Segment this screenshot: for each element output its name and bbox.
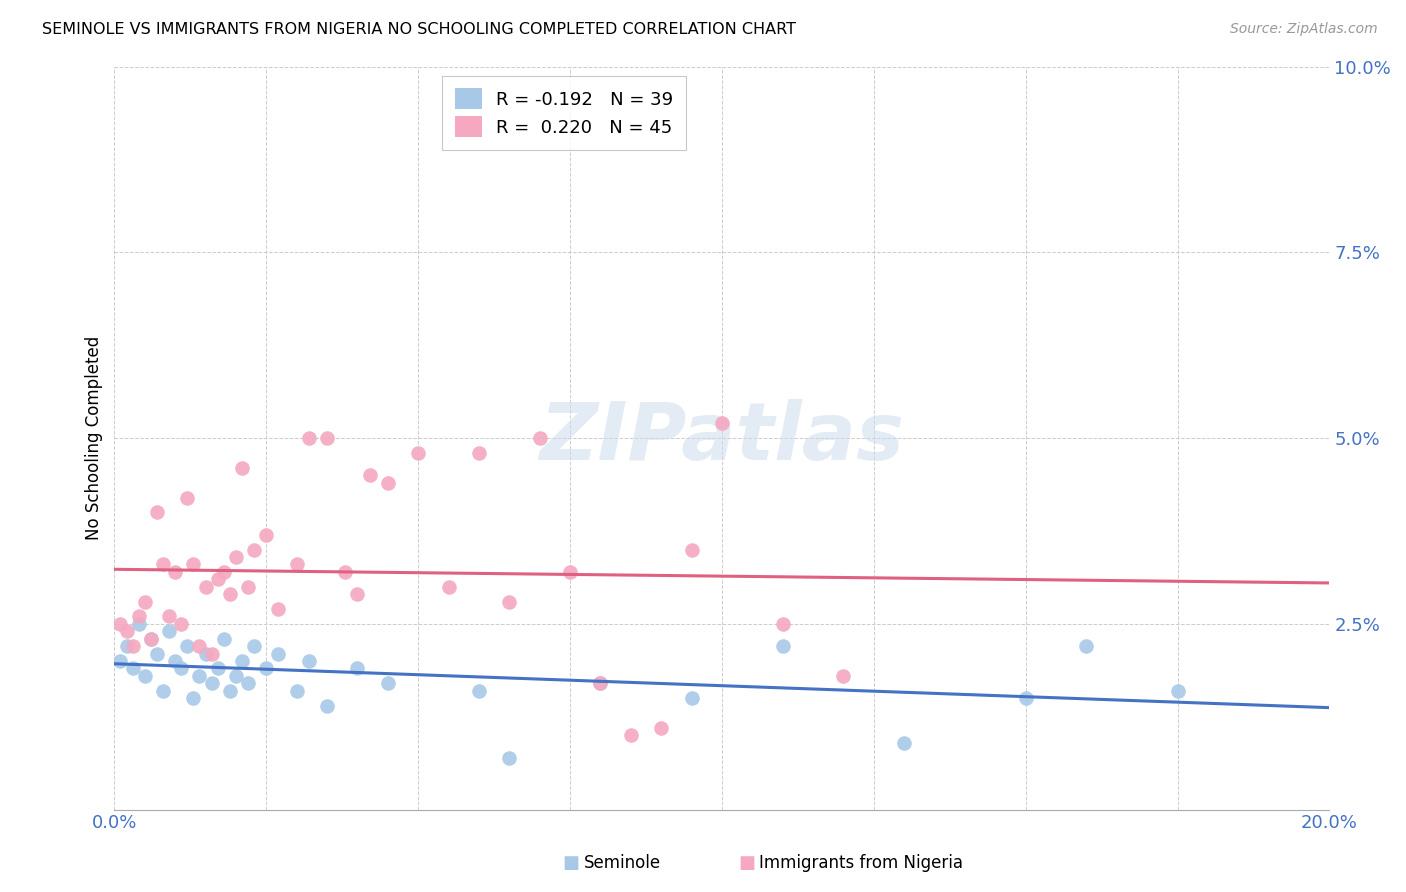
Point xyxy=(589,676,612,690)
Point xyxy=(236,580,259,594)
Point xyxy=(134,594,156,608)
Point xyxy=(170,616,193,631)
Point xyxy=(212,632,235,646)
Point xyxy=(231,460,253,475)
Point xyxy=(406,446,429,460)
Point xyxy=(243,542,266,557)
Point xyxy=(207,661,229,675)
Point xyxy=(285,683,308,698)
Point xyxy=(188,639,211,653)
Point xyxy=(225,549,247,564)
Point xyxy=(267,647,290,661)
Point xyxy=(139,632,162,646)
Point xyxy=(152,558,174,572)
Text: ■: ■ xyxy=(562,855,579,872)
Point xyxy=(254,661,277,675)
Text: SEMINOLE VS IMMIGRANTS FROM NIGERIA NO SCHOOLING COMPLETED CORRELATION CHART: SEMINOLE VS IMMIGRANTS FROM NIGERIA NO S… xyxy=(42,22,796,37)
Point xyxy=(176,491,198,505)
Point xyxy=(832,669,855,683)
Point xyxy=(316,698,339,713)
Point xyxy=(110,654,132,668)
Point xyxy=(128,616,150,631)
Point xyxy=(589,676,612,690)
Point xyxy=(110,616,132,631)
Point xyxy=(194,580,217,594)
Point xyxy=(183,691,205,706)
Point xyxy=(176,639,198,653)
Point xyxy=(236,676,259,690)
Text: Seminole: Seminole xyxy=(583,855,661,872)
Point xyxy=(335,565,357,579)
Point xyxy=(298,431,321,445)
Point xyxy=(772,639,794,653)
Text: ZIPatlas: ZIPatlas xyxy=(540,399,904,477)
Point xyxy=(316,431,339,445)
Point xyxy=(139,632,162,646)
Point xyxy=(201,647,224,661)
Point xyxy=(254,527,277,541)
Point xyxy=(146,647,169,661)
Point xyxy=(165,565,187,579)
Point xyxy=(346,587,368,601)
Point xyxy=(207,572,229,586)
Point xyxy=(681,691,703,706)
Point xyxy=(681,542,703,557)
Point xyxy=(121,639,143,653)
Point xyxy=(285,558,308,572)
Point xyxy=(115,639,138,653)
Point xyxy=(498,594,520,608)
Point xyxy=(437,580,460,594)
Point xyxy=(1014,691,1036,706)
Point xyxy=(152,683,174,698)
Point xyxy=(243,639,266,653)
Point xyxy=(893,736,915,750)
Point xyxy=(468,446,491,460)
Point xyxy=(218,587,240,601)
Point xyxy=(468,683,491,698)
Point xyxy=(298,654,321,668)
Point xyxy=(1076,639,1098,653)
Point xyxy=(134,669,156,683)
Point xyxy=(359,468,381,483)
Point xyxy=(157,624,180,639)
Point xyxy=(165,654,187,668)
Point xyxy=(1166,683,1188,698)
Y-axis label: No Schooling Completed: No Schooling Completed xyxy=(86,336,103,541)
Point xyxy=(121,661,143,675)
Text: Source: ZipAtlas.com: Source: ZipAtlas.com xyxy=(1230,22,1378,37)
Point xyxy=(194,647,217,661)
Point xyxy=(772,616,794,631)
Point xyxy=(710,416,733,430)
Point xyxy=(188,669,211,683)
Point xyxy=(225,669,247,683)
Legend: R = -0.192   N = 39, R =  0.220   N = 45: R = -0.192 N = 39, R = 0.220 N = 45 xyxy=(441,76,686,150)
Point xyxy=(377,475,399,490)
Point xyxy=(128,609,150,624)
Text: Immigrants from Nigeria: Immigrants from Nigeria xyxy=(759,855,963,872)
Text: ■: ■ xyxy=(738,855,755,872)
Point xyxy=(498,750,520,764)
Point xyxy=(620,728,643,742)
Point xyxy=(115,624,138,639)
Point xyxy=(218,683,240,698)
Point xyxy=(183,558,205,572)
Point xyxy=(170,661,193,675)
Point xyxy=(212,565,235,579)
Point xyxy=(346,661,368,675)
Point xyxy=(650,721,672,735)
Point xyxy=(529,431,551,445)
Point xyxy=(231,654,253,668)
Point xyxy=(146,505,169,519)
Point xyxy=(558,565,581,579)
Point xyxy=(157,609,180,624)
Point xyxy=(377,676,399,690)
Point xyxy=(201,676,224,690)
Point xyxy=(267,602,290,616)
